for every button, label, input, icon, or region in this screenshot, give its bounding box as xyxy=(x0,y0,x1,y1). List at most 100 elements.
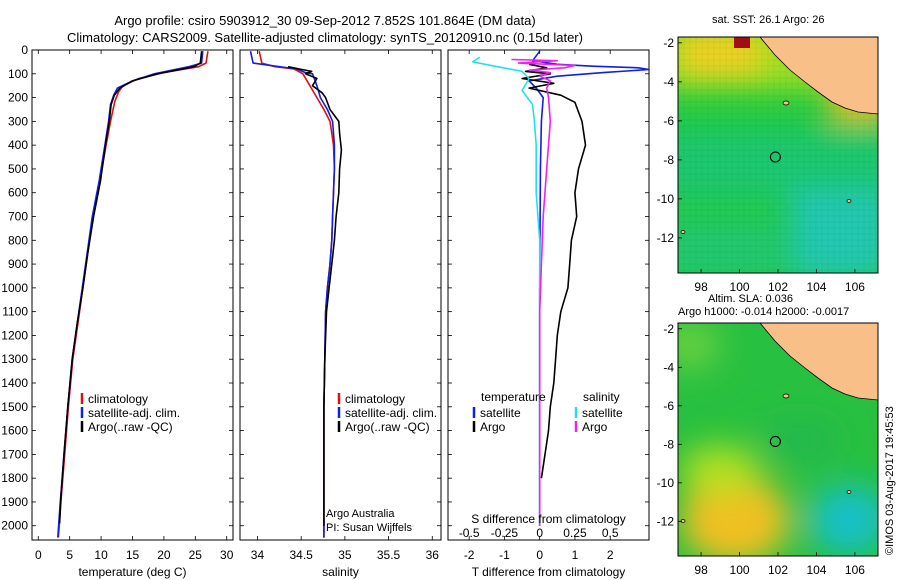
legend-label: satellite-adj. clim. xyxy=(345,406,437,420)
sst-map: 98 100 102 104 106 -2 -4 -6 -8 -10 -12 xyxy=(657,36,879,294)
map-lat-tick-label: -10 xyxy=(657,192,675,206)
y-tick-label: 1500 xyxy=(1,400,28,414)
y-tick-label: 1800 xyxy=(1,471,28,485)
map-lon-tick-label: 102 xyxy=(768,280,788,294)
plot-frame xyxy=(447,49,650,541)
chart-title-line2: Climatology: CARS2009. Satellite-adjuste… xyxy=(67,30,583,45)
x-axis-label-top: S difference from climatology xyxy=(471,512,626,526)
y-tick-label: 800 xyxy=(8,233,28,247)
argo-location-marker-sst xyxy=(769,151,781,163)
map-lon-tick-label: 100 xyxy=(730,563,750,577)
x-tick-label: 2 xyxy=(607,548,614,562)
argo-location-marker-sla xyxy=(769,435,781,448)
sla-map-field xyxy=(678,323,878,556)
x-tick-label: 30 xyxy=(220,548,234,562)
legend-label: satellite xyxy=(582,406,623,420)
x-axis-label: salinity xyxy=(322,565,359,579)
y-tick-label: 700 xyxy=(8,210,28,224)
y-tick-label: 1000 xyxy=(1,281,28,295)
s-tick-label: 0.5 xyxy=(602,526,619,540)
x-tick-label: 35 xyxy=(338,548,352,562)
s-tick-label: 0 xyxy=(536,526,543,540)
legend-label: Argo xyxy=(582,420,608,434)
legend-label: satellite-adj. clim. xyxy=(88,406,180,420)
x-axis-label: temperature (deg C) xyxy=(78,565,186,579)
map-lat-tick-label: -2 xyxy=(663,36,674,50)
map-lat-tick-label: -12 xyxy=(657,514,675,528)
map-lat-tick-label: -8 xyxy=(663,437,674,451)
legend-label: Argo xyxy=(480,420,506,434)
legend-label: climatology xyxy=(88,392,148,406)
y-tick-label: 1900 xyxy=(1,495,28,509)
sla-map-title-line2: Argo h1000: -0.014 h2000: -0.0017 xyxy=(678,306,850,318)
chart-title-line1: Argo profile: csiro 5903912_30 09-Sep-20… xyxy=(114,13,536,28)
imos-timestamp: ©IMOS 03-Aug-2017 19:45:53 xyxy=(884,406,896,555)
x-tick-label: -1 xyxy=(499,548,510,562)
temperature-profile: 0100200300400500600700800900100011001200… xyxy=(1,43,233,579)
y-tick-label: 500 xyxy=(8,162,28,176)
y-tick-label: 1100 xyxy=(2,305,28,319)
legend-label: Argo(..raw -QC) xyxy=(88,420,173,434)
y-tick-label: 600 xyxy=(8,186,28,200)
sla-map-title-line1: Altim. SLA: 0.036 xyxy=(708,293,793,305)
map-lat-tick-label: -2 xyxy=(663,322,674,336)
sla-map-land xyxy=(745,323,878,401)
y-tick-label: 1200 xyxy=(1,328,28,342)
map-lat-tick-label: -10 xyxy=(657,476,675,490)
credit-line2: PI: Susan Wijffels xyxy=(326,522,412,534)
y-tick-label: 1700 xyxy=(1,447,28,461)
map-lat-tick-label: -6 xyxy=(663,114,674,128)
map-lon-tick-label: 102 xyxy=(768,563,788,577)
legend-label: Argo(..raw -QC) xyxy=(345,420,430,434)
y-tick-label: 100 xyxy=(8,67,28,81)
s-tick-label: 0.25 xyxy=(563,526,587,540)
x-tick-label: 10 xyxy=(94,548,108,562)
map-lon-tick-label: 98 xyxy=(694,563,708,577)
x-tick-label: 36 xyxy=(426,548,440,562)
x-tick-label: 25 xyxy=(189,548,203,562)
sst-map-land xyxy=(745,37,878,115)
plot-frame xyxy=(31,49,234,541)
y-tick-label: 900 xyxy=(8,257,28,271)
map-lon-tick-label: 106 xyxy=(845,280,865,294)
sst-map-title: sat. SST: 26.1 Argo: 26 xyxy=(712,14,825,26)
map-lat-tick-label: -12 xyxy=(657,231,675,245)
legend-label: climatology xyxy=(345,392,405,406)
legend-label: satellite xyxy=(480,406,521,420)
x-tick-label: 5 xyxy=(66,548,73,562)
map-lon-tick-label: 104 xyxy=(806,280,826,294)
y-tick-label: 1300 xyxy=(1,352,28,366)
map-lat-tick-label: -8 xyxy=(663,153,674,167)
y-tick-label: 300 xyxy=(8,114,28,128)
y-tick-label: 2000 xyxy=(1,519,28,533)
y-tick-label: 1600 xyxy=(1,424,28,438)
series-line-s-argo xyxy=(511,58,576,526)
map-lat-tick-label: -6 xyxy=(663,399,674,413)
map-lat-tick-label: -4 xyxy=(663,75,674,89)
map-lon-tick-label: 98 xyxy=(694,280,708,294)
credit-line1: Argo Australia xyxy=(326,508,395,520)
s-tick-label: -0.5 xyxy=(459,526,480,540)
series-line-argo-raw-qc- xyxy=(58,51,203,524)
x-tick-label: 0 xyxy=(35,548,42,562)
x-tick-label: 34 xyxy=(251,548,265,562)
map-lat-tick-label: -4 xyxy=(663,360,674,374)
map-lon-tick-label: 104 xyxy=(806,563,826,577)
y-tick-label: 0 xyxy=(21,43,28,57)
difference-profile: -2 -1 0 1 2 T difference from climatology temp… xyxy=(447,49,650,579)
map-lon-tick-label: 106 xyxy=(845,563,865,577)
x-tick-label: 1 xyxy=(572,548,579,562)
series-line-s-satellite xyxy=(471,56,541,526)
legend-header-salinity: salinity xyxy=(583,390,620,404)
sla-map: 98 100 102 104 106 -2 -4 -6 -8 -10 -12 xyxy=(657,322,879,577)
legend-header-temperature: temperature xyxy=(481,390,546,404)
x-axis-label: T difference from climatology xyxy=(472,565,626,579)
x-tick-label: 0 xyxy=(536,548,543,562)
s-tick-label: -0.25 xyxy=(491,526,519,540)
x-tick-label: 20 xyxy=(157,548,171,562)
y-tick-label: 400 xyxy=(8,138,28,152)
series-line-t-argo xyxy=(521,63,587,479)
plot-frame xyxy=(239,49,442,541)
y-tick-label: 1400 xyxy=(1,376,28,390)
